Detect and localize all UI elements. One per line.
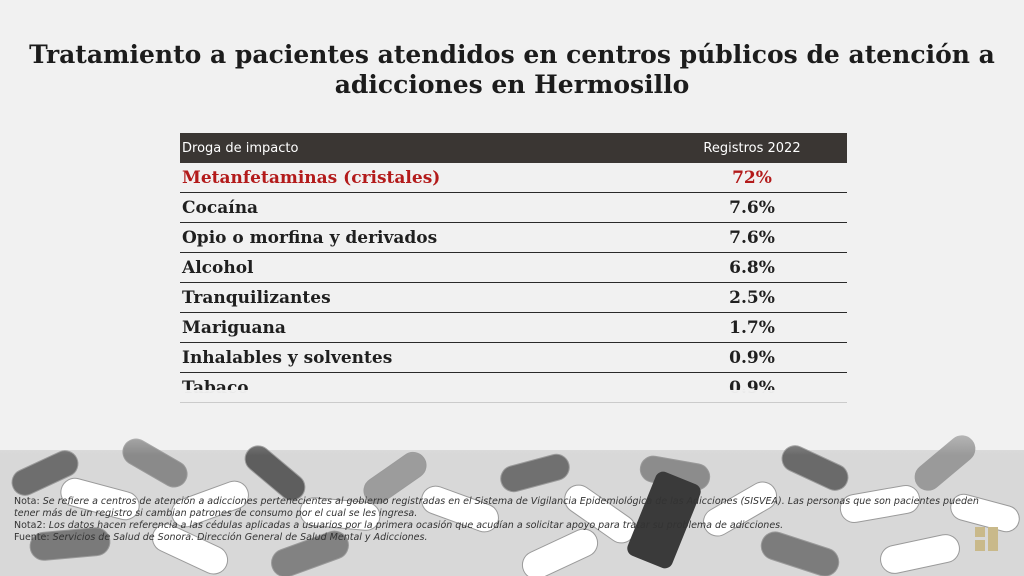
row-drug: Metanfetaminas (cristales) — [182, 167, 441, 188]
note-1: Nota: Se refiere a centros de atención a… — [14, 496, 1004, 520]
table-row: Tranquilizantes 2.5% — [180, 283, 847, 313]
header-drug: Droga de impacto — [182, 140, 299, 156]
row-value: 72% — [732, 167, 772, 188]
row-drug: Opio o morfina y derivados — [182, 227, 438, 248]
page-title: Tratamiento a pacientes atendidos en cen… — [29, 40, 995, 99]
row-value: 2.5% — [729, 287, 775, 308]
table-row: Metanfetaminas (cristales) 72% — [180, 163, 847, 193]
row-drug: Inhalables y solventes — [182, 347, 393, 368]
table-row: Mariguana 1.7% — [180, 313, 847, 343]
table-row: Inhalables y solventes 0.9% — [180, 343, 847, 373]
row-value: 7.6% — [729, 197, 775, 218]
note-1-text: Se refiere a centros de atención a adicc… — [14, 496, 979, 519]
header-registros: Registros 2022 — [703, 140, 801, 156]
table-row: Alcohol 6.8% — [180, 253, 847, 283]
pills-background-image — [0, 390, 1024, 576]
row-drug: Alcohol — [182, 257, 254, 278]
row-drug: Mariguana — [182, 317, 286, 338]
note-2: Nota2: Los datos hacen referencia a las … — [14, 520, 1004, 532]
footnotes: Nota: Se refiere a centros de atención a… — [14, 496, 1004, 544]
row-value: 6.8% — [729, 257, 775, 278]
row-drug: Cocaína — [182, 197, 259, 218]
note-2-label: Nota2: — [14, 520, 49, 531]
row-value: 0.9% — [729, 347, 775, 368]
table-row: Opio o morfina y derivados 7.6% — [180, 223, 847, 253]
row-value: 7.6% — [729, 227, 775, 248]
row-drug: Tranquilizantes — [182, 287, 331, 308]
note-2-text: Los datos hacen referencia a las cédulas… — [48, 520, 784, 531]
source-label: Fuente: — [14, 532, 53, 543]
note-1-label: Nota: — [14, 496, 43, 507]
source-note: Fuente: Servicios de Salud de Sonora. Di… — [14, 532, 1004, 544]
table-row: Cocaína 7.6% — [180, 193, 847, 223]
source-text: Servicios de Salud de Sonora. Dirección … — [52, 532, 428, 543]
brand-logo-icon — [975, 527, 998, 551]
data-table: Droga de impacto Registros 2022 Metanfet… — [180, 133, 847, 403]
row-value: 1.7% — [729, 317, 775, 338]
table-header: Droga de impacto Registros 2022 — [180, 133, 847, 163]
